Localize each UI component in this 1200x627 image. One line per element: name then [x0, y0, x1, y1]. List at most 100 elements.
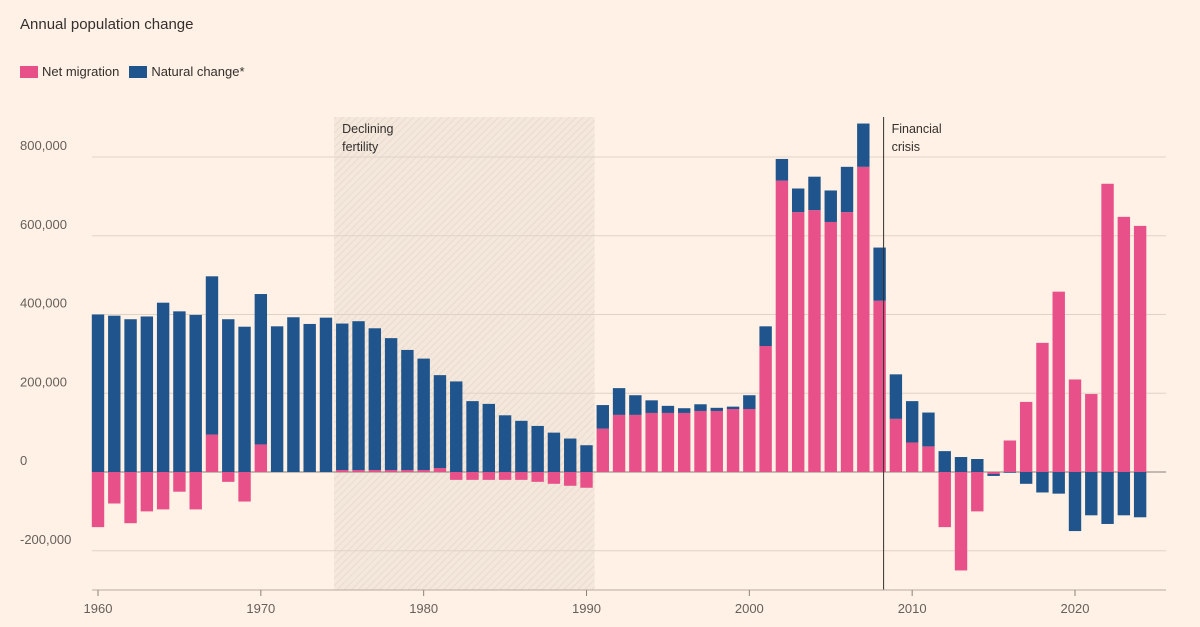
bar-natural-change [971, 459, 984, 472]
bar-natural-change [743, 395, 756, 409]
bar-natural-change [124, 319, 137, 472]
bar-net-migration [743, 409, 756, 472]
bar-natural-change [238, 326, 251, 472]
annotation-declining-fertility: fertility [342, 140, 379, 154]
bar-natural-change [270, 326, 284, 472]
x-tick-label: 2010 [898, 601, 927, 616]
bar-natural-change [173, 311, 186, 472]
bar-net-migration [857, 166, 870, 472]
bar-net-migration [222, 472, 235, 482]
y-tick-label: 600,000 [20, 217, 67, 232]
legend-swatch-natural-change [129, 65, 148, 78]
bar-net-migration [189, 472, 202, 510]
legend-swatch-net-migration [20, 65, 38, 78]
bar-natural-change [1003, 472, 1017, 473]
bar-natural-change [401, 349, 414, 471]
legend-label-net-migration: Net migration [42, 64, 120, 79]
bar-natural-change [629, 395, 642, 415]
bar-natural-change [645, 400, 658, 413]
bar-natural-change [417, 358, 430, 471]
bar-net-migration [384, 470, 398, 472]
bar-natural-change [775, 158, 789, 181]
bar-net-migration [1003, 440, 1017, 472]
bar-natural-change [678, 408, 691, 413]
bar-net-migration [710, 410, 723, 472]
bar-natural-change [156, 302, 170, 472]
bar-net-migration [987, 472, 1000, 474]
bar-net-migration [775, 180, 789, 472]
bar-net-migration [694, 410, 707, 472]
bar-natural-change [661, 405, 675, 413]
annotation-financial-crisis: Financial [892, 122, 942, 136]
bar-natural-change [319, 317, 333, 472]
bar-net-migration [580, 472, 593, 488]
y-tick-label: 400,000 [20, 296, 67, 311]
bar-net-migration [173, 472, 186, 492]
bar-natural-change [1085, 472, 1098, 516]
bar-net-migration [596, 428, 609, 472]
bar-natural-change [824, 190, 837, 222]
bar-natural-change [580, 445, 593, 472]
bar-natural-change [466, 401, 479, 472]
bar-natural-change [498, 415, 512, 472]
bar-net-migration [368, 470, 382, 472]
bar-net-migration [791, 212, 805, 472]
bar-natural-change [515, 420, 528, 472]
bar-natural-change [287, 317, 300, 472]
bar-net-migration [840, 212, 854, 472]
bar-natural-change [1036, 472, 1049, 493]
bar-natural-change [189, 314, 202, 472]
bar-natural-change [352, 321, 365, 471]
legend-item-natural-change: Natural change* [129, 64, 245, 79]
bar-net-migration [629, 414, 642, 472]
bar-net-migration [140, 472, 154, 512]
bar-natural-change [694, 404, 707, 411]
bar-net-migration [531, 472, 544, 482]
bar-net-migration [938, 472, 951, 528]
bar-net-migration [678, 412, 691, 472]
x-tick-label: 1990 [572, 601, 601, 616]
chart-title: Annual population change [20, 16, 194, 33]
bar-natural-change [1117, 472, 1131, 516]
legend-item-net-migration: Net migration [20, 64, 119, 79]
bar-net-migration [547, 472, 561, 484]
bar-natural-change [91, 314, 105, 472]
bar-net-migration [954, 472, 968, 571]
bar-net-migration [466, 472, 479, 480]
bar-net-migration [336, 470, 349, 472]
bar-natural-change [564, 438, 577, 472]
bar-natural-change [140, 316, 154, 472]
bar-net-migration [124, 472, 137, 524]
bar-net-migration [254, 444, 268, 472]
bar-net-migration [1019, 401, 1033, 472]
bar-net-migration [564, 472, 577, 486]
x-tick-label: 1980 [409, 601, 438, 616]
bar-natural-change [1101, 472, 1114, 524]
bar-net-migration [873, 300, 886, 472]
bar-net-migration [922, 446, 935, 472]
y-tick-label: 800,000 [20, 138, 67, 153]
bar-net-migration [108, 472, 121, 504]
bar-net-migration [726, 409, 740, 472]
annotation-financial-crisis: crisis [892, 140, 920, 154]
bar-natural-change [1068, 472, 1082, 532]
bar-natural-change [857, 123, 870, 167]
bar-natural-change [759, 326, 772, 346]
annotation-declining-fertility: Declining [342, 122, 393, 136]
bar-natural-change [1052, 472, 1065, 494]
bar-net-migration [450, 472, 463, 480]
y-tick-label: 200,000 [20, 374, 67, 389]
y-tick-label: 0 [20, 453, 27, 468]
x-tick-label: 1960 [84, 601, 113, 616]
bar-natural-change [889, 374, 903, 419]
bar-natural-change [531, 425, 544, 472]
bar-net-migration [661, 412, 675, 472]
bar-natural-change [726, 406, 740, 409]
bar-natural-change [938, 451, 951, 472]
bar-net-migration [1117, 216, 1131, 472]
bar-natural-change [1019, 472, 1033, 484]
bar-natural-change [840, 166, 854, 213]
bar-natural-change [612, 388, 626, 415]
bar-net-migration [238, 472, 251, 502]
bar-natural-change [482, 403, 495, 472]
